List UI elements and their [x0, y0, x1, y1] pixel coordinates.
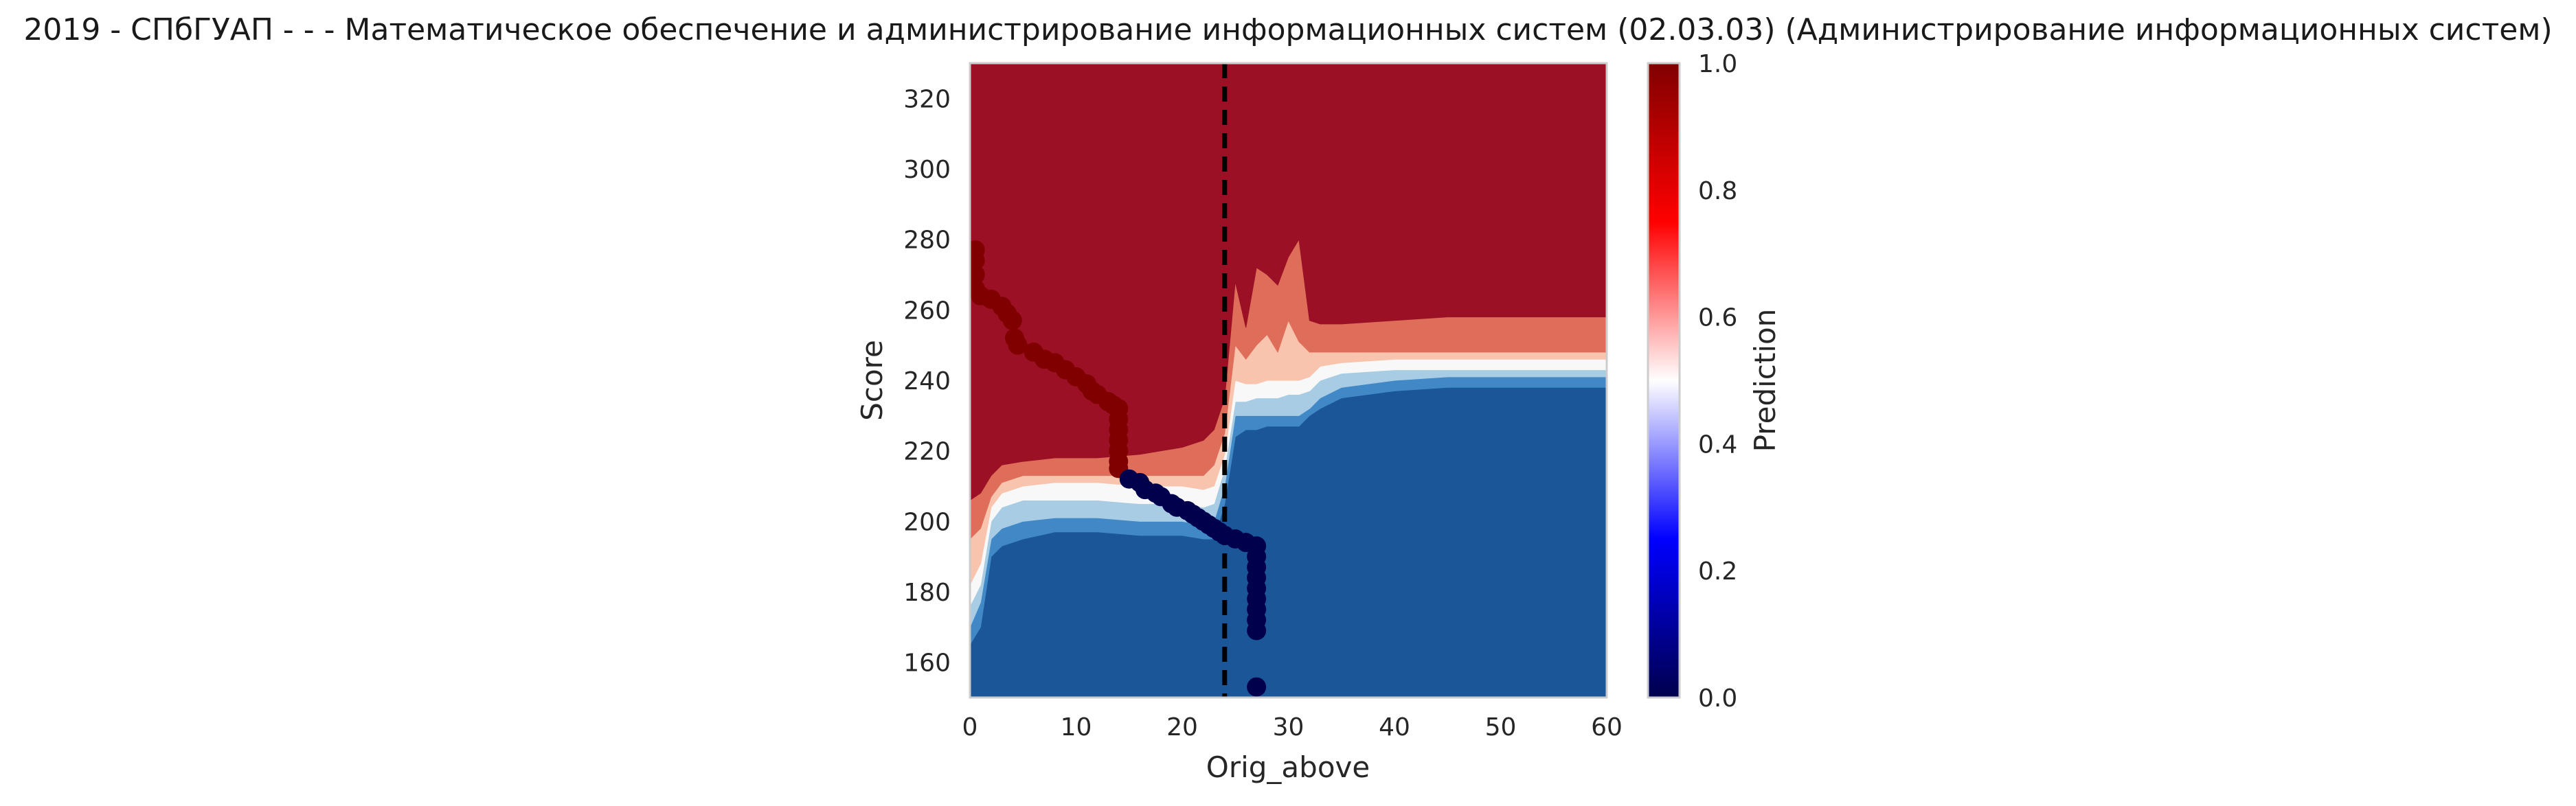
contour-band-6 — [970, 63, 1607, 501]
colorbar-label: Prediction — [1748, 309, 1782, 452]
colorbar-tick-label: 1.0 — [1698, 50, 1737, 78]
colorbar-tick-label: 0.8 — [1698, 177, 1737, 205]
y-tick-label: 300 — [903, 156, 951, 184]
colorbar-tick-label: 0.4 — [1698, 430, 1737, 459]
colorbar-tick-label: 0.0 — [1698, 684, 1737, 713]
plot-area — [969, 62, 1608, 699]
x-tick-label: 40 — [1379, 713, 1410, 741]
y-tick-label: 320 — [903, 85, 951, 113]
x-tick-label: 10 — [1061, 713, 1092, 741]
x-axis-ticks: 0 10 20 30 40 50 60 — [962, 713, 1623, 741]
colorbar: 0.0 0.2 0.4 0.6 0.8 1.0 Prediction — [1647, 50, 1782, 713]
colorbar-gradient — [1647, 62, 1681, 699]
y-tick-label: 220 — [903, 438, 951, 466]
plot-frame — [969, 62, 1608, 699]
x-axis-label: Orig_above — [1206, 750, 1370, 784]
x-tick-label: 50 — [1485, 713, 1517, 741]
colorbar-tick-label: 0.6 — [1698, 304, 1737, 332]
x-tick-label: 0 — [962, 713, 978, 741]
point-s0-10 — [1008, 335, 1028, 355]
y-tick-label: 200 — [903, 508, 951, 536]
x-tick-label: 30 — [1273, 713, 1304, 741]
contour-fill — [970, 63, 1607, 698]
colorbar-tick-label: 0.2 — [1698, 557, 1737, 586]
scatter-points — [970, 240, 1267, 697]
x-tick-label: 20 — [1166, 713, 1198, 741]
chart-title: 2019 - СПбГУАП - - - Математическое обес… — [23, 12, 2552, 47]
x-tick-label: 60 — [1591, 713, 1623, 741]
point-s0-8 — [1002, 310, 1022, 330]
y-axis-ticks: 160 180 200 220 240 260 280 300 320 — [903, 85, 951, 677]
y-tick-label: 160 — [903, 649, 951, 678]
y-axis-label: Score — [855, 340, 889, 421]
y-tick-label: 240 — [903, 367, 951, 395]
point-s1-26 — [1247, 677, 1267, 697]
y-tick-label: 180 — [903, 579, 951, 607]
colorbar-ticks: 0.0 0.2 0.4 0.6 0.8 1.0 — [1698, 50, 1737, 713]
y-tick-label: 260 — [903, 297, 951, 325]
point-s1-25 — [1247, 621, 1267, 641]
y-tick-label: 280 — [903, 227, 951, 255]
